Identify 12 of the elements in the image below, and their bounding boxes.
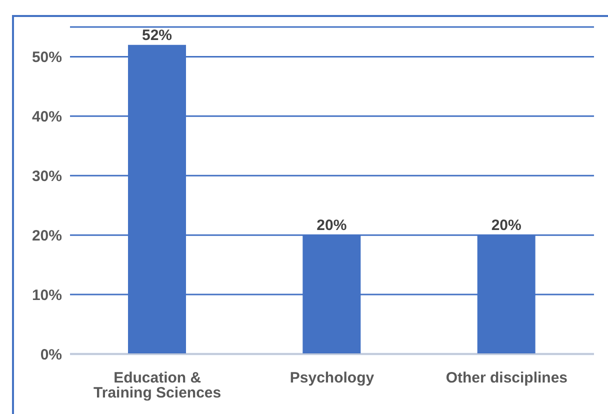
x-tick-label: Other disciplines bbox=[446, 370, 568, 387]
y-tick-label: 0% bbox=[40, 346, 62, 364]
y-tick-label: 10% bbox=[32, 286, 62, 304]
y-tick-label: 20% bbox=[32, 227, 62, 244]
y-tick-label: 40% bbox=[32, 108, 62, 126]
y-tick-label: 50% bbox=[32, 49, 62, 66]
x-tick-label: Psychology bbox=[290, 370, 375, 387]
data-label: 20% bbox=[316, 217, 347, 234]
x-tick-label: Education & Training Sciences bbox=[94, 370, 222, 402]
data-label: 52% bbox=[142, 26, 172, 44]
y-tick-label: 30% bbox=[32, 168, 62, 185]
data-label: 20% bbox=[491, 217, 522, 234]
